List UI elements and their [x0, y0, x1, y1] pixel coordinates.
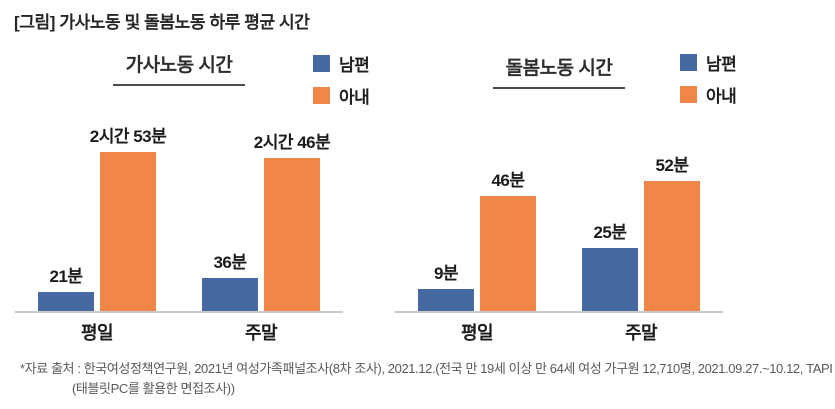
housework-chart-title: 가사노동 시간	[112, 50, 246, 86]
wife-bar	[480, 196, 536, 311]
bar-column-husband: 36분	[202, 248, 258, 311]
carework-chart-title-wrap: 돌봄노동 시간	[395, 53, 723, 89]
bar-group-weekday: 9분 46분	[418, 166, 536, 311]
source-note: *자료 출처 : 한국여성정책연구원, 2021년 여성가족패널조사(8차 조사…	[20, 359, 833, 399]
bar-column-husband: 9분	[418, 259, 474, 311]
housework-plot: 21분 2시간 53분 36분 2시간 46분	[15, 127, 343, 313]
wife-color-swatch	[313, 87, 330, 104]
bar-column-husband: 21분	[38, 262, 94, 311]
carework-category-labels: 평일 주말	[395, 319, 723, 345]
category-label-weekday: 평일	[460, 323, 494, 343]
husband-bar	[202, 278, 258, 311]
wife-bar	[100, 152, 156, 311]
bar-value-label: 46분	[491, 171, 525, 190]
bar-column-wife: 2시간 53분	[90, 122, 167, 311]
legend-item-husband: 남편	[313, 51, 370, 76]
legend-item-wife: 아내	[313, 83, 370, 108]
bar-group-weekend: 36분 2시간 46분	[202, 128, 331, 311]
category-label-weekday: 평일	[80, 323, 114, 343]
bar-value-label: 52분	[655, 156, 689, 175]
legend-label-husband: 남편	[706, 55, 737, 74]
category-label-weekend: 주말	[244, 323, 278, 343]
bar-column-wife: 46분	[480, 166, 536, 311]
legend-item-husband: 남편	[680, 50, 737, 75]
bar-value-label: 21분	[49, 267, 83, 286]
legend-label-husband: 남편	[339, 56, 370, 75]
bar-value-label: 2시간 53분	[89, 127, 167, 146]
bar-value-label: 2시간 46분	[253, 133, 331, 152]
husband-color-swatch	[313, 55, 330, 72]
bar-group-weekday: 21분 2시간 53분	[38, 122, 167, 311]
wife-bar	[264, 158, 320, 311]
bar-value-label: 36분	[213, 253, 247, 272]
bar-column-wife: 2시간 46분	[254, 128, 331, 311]
figure-title: [그림] 가사노동 및 돌봄노동 하루 평균 시간	[14, 13, 310, 32]
husband-bar	[582, 248, 638, 311]
housework-chart-title-wrap: 가사노동 시간	[15, 50, 343, 86]
housework-category-labels: 평일 주말	[15, 319, 343, 345]
husband-color-swatch	[680, 54, 697, 71]
husband-bar	[418, 289, 474, 311]
legend-item-wife: 아내	[680, 82, 737, 107]
legend-label-wife: 아내	[706, 87, 737, 106]
husband-bar	[38, 292, 94, 311]
source-note-line1: *자료 출처 : 한국여성정책연구원, 2021년 여성가족패널조사(8차 조사…	[20, 361, 833, 376]
bar-value-label: 9분	[433, 264, 459, 283]
carework-chart-title: 돌봄노동 시간	[492, 53, 626, 89]
bar-column-husband: 25분	[582, 218, 638, 311]
wife-color-swatch	[680, 86, 697, 103]
wife-bar	[644, 181, 700, 311]
bar-value-label: 25분	[593, 223, 627, 242]
source-note-line2: (태블릿PC를 활용한 면접조사))	[72, 381, 235, 396]
housework-legend: 남편 아내	[313, 51, 370, 108]
category-label-weekend: 주말	[624, 323, 658, 343]
legend-label-wife: 아내	[339, 88, 370, 107]
bar-group-weekend: 25분 52분	[582, 151, 700, 311]
carework-plot: 9분 46분 25분 52분	[395, 128, 723, 313]
bar-column-wife: 52분	[644, 151, 700, 311]
carework-legend: 남편 아내	[680, 50, 737, 107]
